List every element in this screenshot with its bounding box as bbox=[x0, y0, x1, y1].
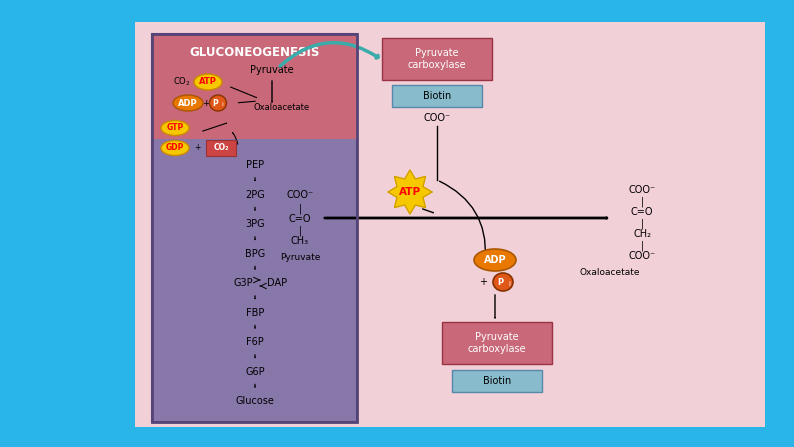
Text: i: i bbox=[221, 102, 223, 107]
Text: P: P bbox=[497, 278, 503, 287]
Text: ADP: ADP bbox=[178, 98, 198, 107]
Bar bbox=[442, 322, 552, 364]
Text: Glucose: Glucose bbox=[236, 396, 275, 406]
Text: |: | bbox=[641, 241, 644, 251]
Text: Biotin: Biotin bbox=[423, 91, 451, 101]
Text: PEP: PEP bbox=[246, 160, 264, 170]
Text: Oxaloacetate: Oxaloacetate bbox=[580, 267, 640, 277]
Text: GTP: GTP bbox=[167, 123, 183, 132]
Ellipse shape bbox=[161, 140, 189, 156]
Text: COO⁻: COO⁻ bbox=[628, 185, 656, 195]
Text: C=O: C=O bbox=[289, 214, 311, 224]
Ellipse shape bbox=[161, 121, 189, 135]
Text: Pyruvate: Pyruvate bbox=[250, 65, 294, 75]
Text: G6P: G6P bbox=[245, 367, 265, 376]
Text: Oxaloacetate: Oxaloacetate bbox=[254, 104, 310, 113]
Bar bbox=[382, 38, 492, 80]
Bar bbox=[452, 370, 542, 392]
Text: 3PG: 3PG bbox=[245, 219, 265, 229]
Ellipse shape bbox=[173, 95, 203, 111]
Text: COO⁻: COO⁻ bbox=[628, 251, 656, 261]
Bar bbox=[152, 34, 357, 422]
Text: F6P: F6P bbox=[246, 337, 264, 347]
Text: COO⁻: COO⁻ bbox=[287, 190, 314, 200]
Text: DAP: DAP bbox=[267, 278, 287, 288]
Text: +: + bbox=[202, 98, 210, 107]
Text: P: P bbox=[212, 98, 218, 107]
Bar bbox=[392, 85, 482, 107]
Text: |: | bbox=[299, 204, 302, 214]
Text: |: | bbox=[299, 226, 302, 236]
Ellipse shape bbox=[194, 74, 222, 90]
Text: Biotin: Biotin bbox=[483, 376, 511, 386]
Text: CO₂: CO₂ bbox=[214, 143, 229, 152]
Text: Pyruvate
carboxylase: Pyruvate carboxylase bbox=[468, 332, 526, 354]
Ellipse shape bbox=[474, 249, 516, 271]
Text: +: + bbox=[194, 143, 200, 152]
Text: GLUCONEOGENESIS: GLUCONEOGENESIS bbox=[190, 46, 320, 59]
Bar bbox=[135, 22, 765, 427]
Text: G3P: G3P bbox=[233, 278, 252, 288]
Bar bbox=[152, 34, 357, 139]
Text: |: | bbox=[641, 219, 644, 229]
Text: Pyruvate: Pyruvate bbox=[279, 253, 320, 261]
Text: BPG: BPG bbox=[245, 249, 265, 258]
Text: CH₃: CH₃ bbox=[291, 236, 309, 246]
Text: 2PG: 2PG bbox=[245, 190, 265, 199]
Text: CH₂: CH₂ bbox=[633, 229, 651, 239]
Text: COO⁻: COO⁻ bbox=[423, 113, 450, 123]
Text: ATP: ATP bbox=[199, 77, 217, 87]
Text: C=O: C=O bbox=[630, 207, 653, 217]
Text: i: i bbox=[508, 281, 510, 287]
Text: FBP: FBP bbox=[246, 308, 264, 317]
Text: Pyruvate
carboxylase: Pyruvate carboxylase bbox=[407, 48, 466, 70]
Ellipse shape bbox=[493, 273, 513, 291]
Text: ATP: ATP bbox=[399, 187, 421, 197]
Text: ADP: ADP bbox=[484, 255, 507, 265]
Text: CO$_2$ +: CO$_2$ + bbox=[173, 76, 200, 88]
Polygon shape bbox=[388, 170, 432, 214]
Text: GDP: GDP bbox=[166, 143, 184, 152]
Text: |: | bbox=[641, 197, 644, 207]
Ellipse shape bbox=[210, 95, 226, 111]
Text: +: + bbox=[479, 277, 487, 287]
Bar bbox=[152, 34, 357, 422]
Bar bbox=[206, 140, 236, 156]
